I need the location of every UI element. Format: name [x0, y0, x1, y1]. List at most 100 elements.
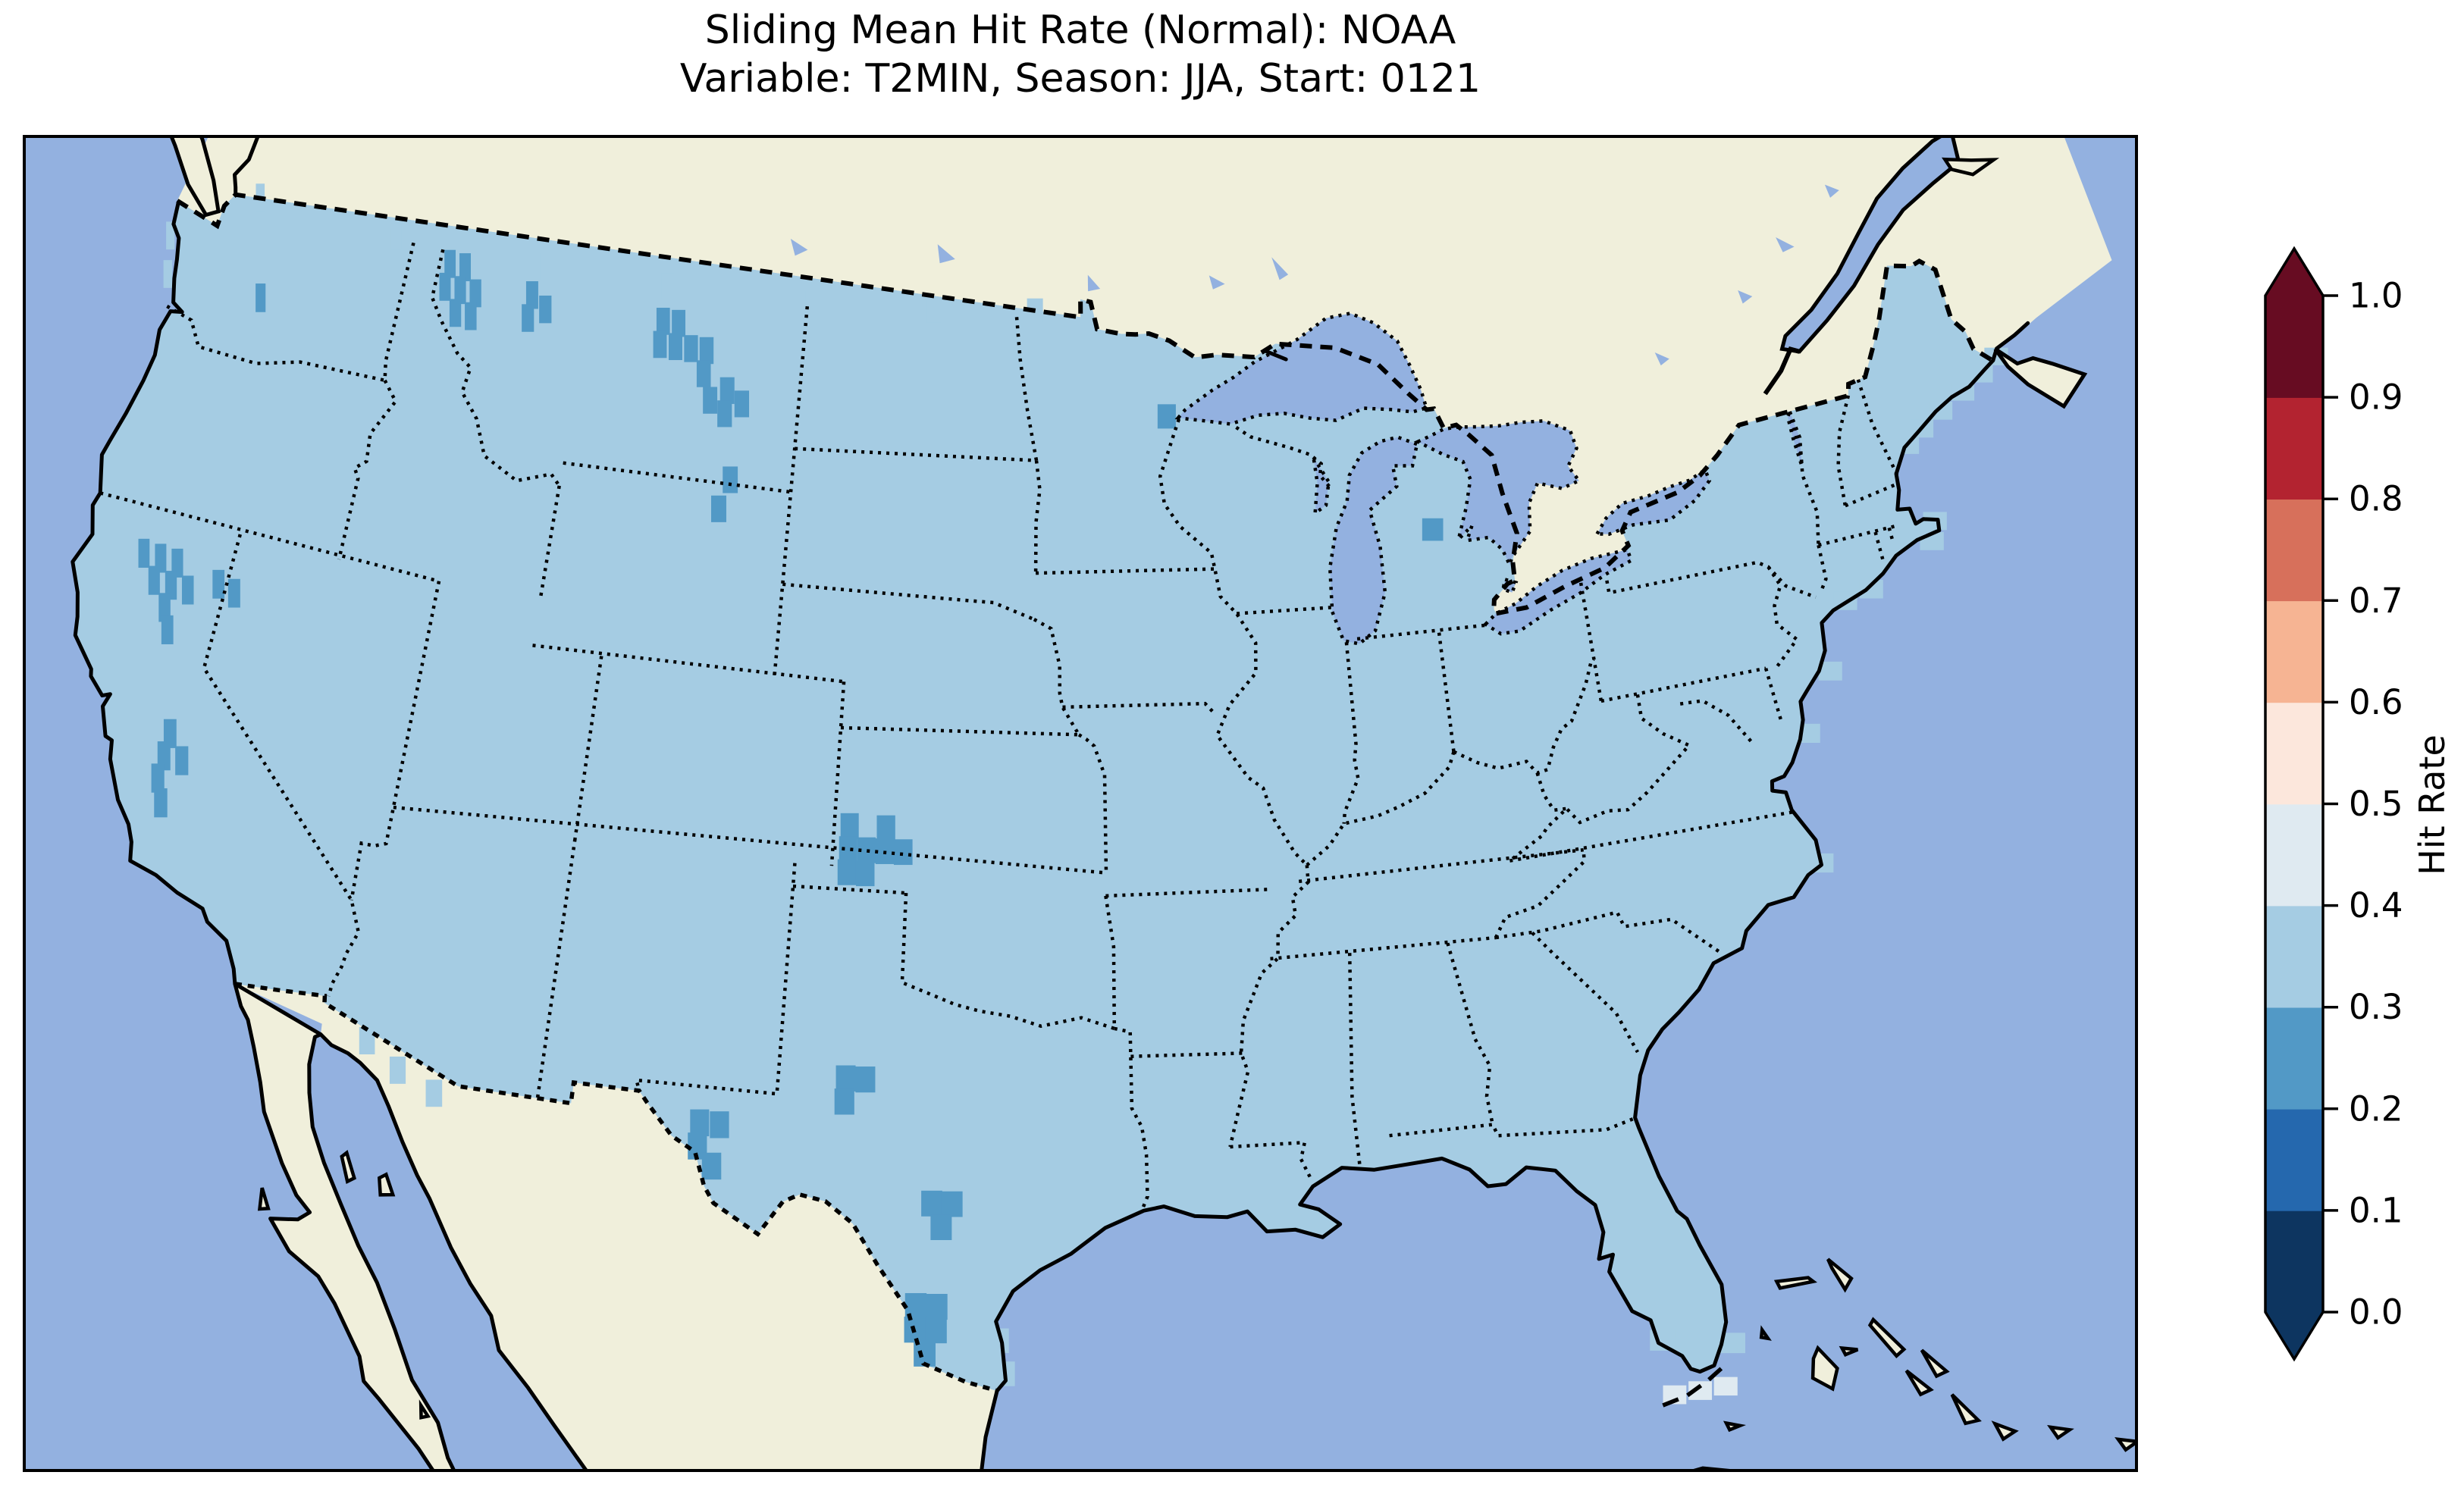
map-layers: [71, 135, 2138, 1472]
canada-lake: [937, 244, 955, 264]
bahamas-island: [1839, 1345, 1859, 1357]
colorbar-tick-label: 0.1: [2349, 1190, 2403, 1230]
hit-rate-cell-0.2-0.3: [459, 253, 472, 281]
st-lawrence-estuary: [1779, 135, 1961, 354]
state-border: [782, 582, 1035, 622]
state-border: [1389, 1116, 1636, 1138]
bahamas-island: [2114, 1436, 2138, 1452]
state-border: [1130, 1051, 1243, 1058]
hit-rate-cell-0.2-0.3: [717, 400, 732, 428]
hit-rate-cell-0.2-0.3: [158, 593, 171, 622]
great-lake: [1785, 406, 1804, 467]
hit-rate-cell-baseline: [359, 1026, 375, 1055]
hit-rate-cell-0.2-0.3: [465, 302, 477, 330]
hit-rate-cell-0.2-0.3: [926, 1294, 948, 1320]
colorbar-bin: [2265, 1210, 2323, 1313]
hit-rate-cell-0.2-0.3: [719, 377, 735, 404]
bahamas-island: [1867, 1317, 1907, 1358]
hit-rate-cell-0.2-0.3: [163, 719, 177, 748]
canada-lake: [1087, 274, 1101, 292]
colorbar-bin: [2265, 1007, 2323, 1110]
state-border: [430, 249, 561, 487]
map-canvas: [23, 135, 2138, 1472]
state-border: [1836, 395, 1851, 506]
hit-rate-cell-0.2-0.3: [696, 360, 711, 387]
bahamas-island: [1810, 1345, 1839, 1392]
hit-rate-cell-0.2-0.3: [711, 495, 726, 522]
canada-lake: [790, 239, 808, 256]
colorbar-over-arrow: [2265, 249, 2323, 296]
hit-rate-cell-0.2-0.3: [876, 815, 895, 841]
hit-rate-cell-baseline: [390, 223, 402, 250]
colorbar-tick-label: 0.5: [2349, 784, 2403, 824]
hit-rate-cell-0.2-0.3: [255, 283, 266, 312]
bahamas-island: [1991, 1420, 2019, 1442]
hit-rate-cell-0.2-0.3: [701, 1152, 722, 1180]
colorbar-bin: [2265, 1108, 2323, 1211]
hit-rate-cell-0.2-0.3: [855, 1066, 876, 1093]
canada-lake: [1208, 275, 1225, 290]
state-border: [795, 446, 1037, 462]
state-border: [1873, 531, 1886, 562]
state-border: [337, 379, 398, 560]
hit-rate-cell-0.2-0.3: [672, 309, 686, 337]
hit-rate-cell-0.2-0.3: [1157, 404, 1176, 429]
coastline: [71, 200, 237, 986]
great-lake: [1312, 456, 1331, 517]
florida-keys: [1653, 1367, 1723, 1408]
state-border: [1578, 582, 1603, 702]
hit-rate-cell-0.2-0.3: [525, 281, 538, 309]
hit-rate-cell-0.2-0.3: [154, 788, 168, 818]
title-line-2: Variable: T2MIN, Season: JJA, Start: 012…: [679, 56, 1481, 102]
hit-rate-cell-0.2-0.3: [212, 569, 225, 599]
hit-rate-cell-baseline: [926, 298, 942, 323]
bahamas-island: [2047, 1424, 2074, 1440]
hit-rate-cell-0.2-0.3: [893, 839, 913, 866]
hit-rate-cell-0.2-0.3: [710, 1111, 729, 1139]
hit-rate-cell-0.2-0.3: [840, 813, 859, 839]
hit-rate-cell-0.2-0.3: [151, 763, 165, 793]
coastline: [979, 1389, 999, 1472]
hit-rate-cell-0.2-0.3: [834, 1088, 854, 1115]
colorbar-tick-label: 0.2: [2349, 1088, 2403, 1129]
colorbar-bin: [2265, 702, 2323, 805]
canada-lake: [1654, 352, 1669, 366]
great-lake: [1413, 419, 1582, 570]
hit-rate-cell-0.2-0.3: [175, 746, 189, 775]
canada-lake: [1271, 257, 1289, 280]
hit-rate-cell-0.2-0.3: [165, 571, 177, 600]
hit-rate-cell-0.2-0.3: [656, 308, 670, 335]
colorbar-under-arrow: [2265, 1312, 2323, 1359]
figure-title: Sliding Mean Hit Rate (Normal): NOAA Var…: [23, 6, 2138, 103]
hit-rate-cell-0.2-0.3: [1422, 518, 1444, 541]
colorbar-tick-label: 1.0: [2349, 276, 2403, 316]
state-border: [535, 838, 577, 1099]
bahamas-island: [1826, 1258, 1854, 1293]
hit-rate-cell-0.2-0.3: [668, 333, 682, 361]
hit-rate-cell-0.2-0.3: [699, 337, 714, 365]
colorbar-bin: [2265, 600, 2323, 703]
baja-california: [233, 982, 457, 1472]
bahamas-island: [1950, 1393, 1982, 1426]
colorbar-tick-label: 0.9: [2349, 377, 2403, 418]
hit-rate-cell-baseline: [425, 1079, 443, 1107]
gulf-of-california-island: [340, 1150, 357, 1184]
state-border: [1817, 544, 1828, 590]
hit-rate-cell-0.2-0.3: [181, 575, 194, 605]
hit-rate-cell-0.2-0.3: [734, 390, 750, 418]
hit-rate-cell-baseline: [166, 221, 175, 250]
state-border: [1306, 751, 1456, 867]
hit-rate-cell-0.2-0.3: [138, 538, 150, 568]
hit-rate-cell-0.2-0.3: [157, 741, 171, 771]
state-border: [1228, 865, 1310, 1148]
hit-rate-cell-0.2-0.3: [522, 304, 534, 332]
nova-scotia: [1993, 347, 2088, 409]
hit-rate-cell-0.2-0.3: [925, 1317, 947, 1344]
state-border: [166, 305, 386, 382]
hit-rate-cell-0.2-0.3: [171, 548, 183, 578]
state-border: [1763, 668, 1784, 725]
coastline: [994, 359, 1995, 1393]
hit-rate-cell-0.2-0.3: [469, 279, 481, 308]
state-border: [773, 306, 810, 677]
state-border: [1845, 484, 1895, 508]
